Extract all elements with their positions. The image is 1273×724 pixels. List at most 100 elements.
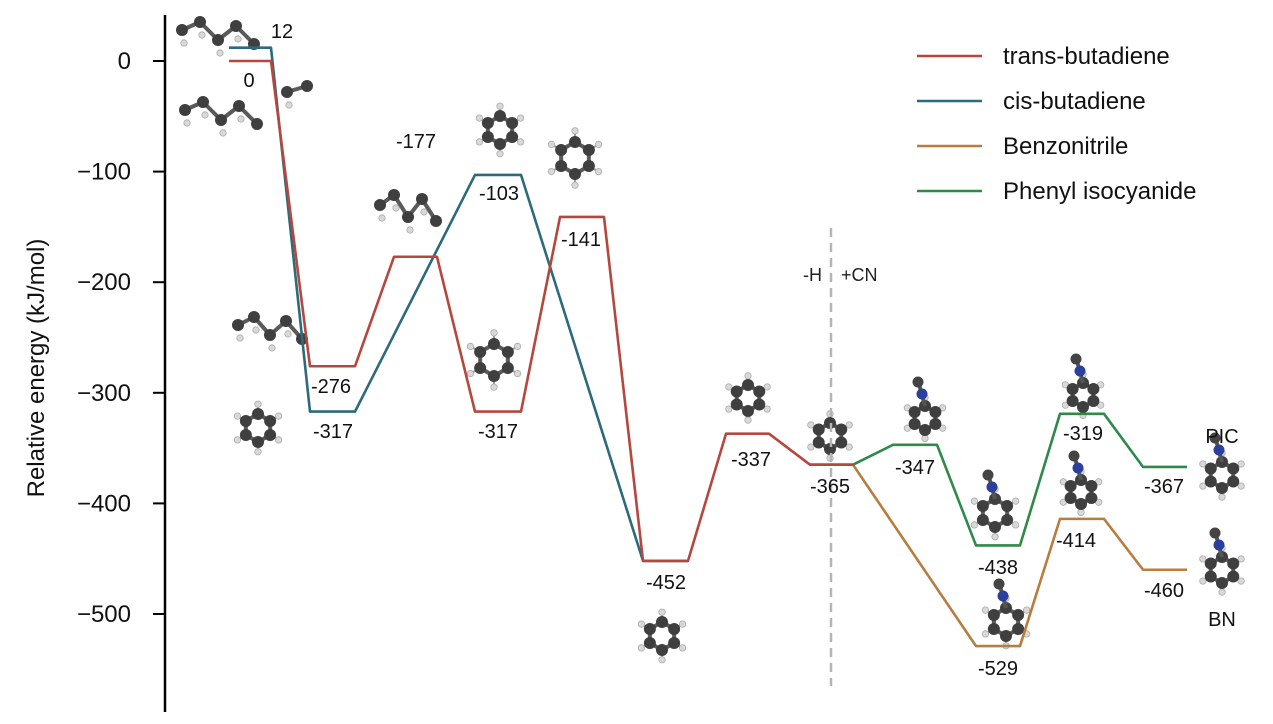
data-label: -103 <box>479 183 519 205</box>
carbon-atom <box>919 424 931 436</box>
hydrogen-atom <box>571 181 579 189</box>
carbon-atom <box>179 104 191 116</box>
carbon-atom <box>730 385 743 398</box>
legend-item: trans-butadiene <box>917 43 1170 70</box>
data-label: -317 <box>478 421 518 443</box>
carbon-atom <box>416 193 428 205</box>
carbon-atom <box>374 199 386 211</box>
carbon-atom <box>494 138 506 150</box>
hydrogen-atom <box>237 115 245 123</box>
carbon-atom <box>643 637 656 649</box>
data-label: -177 <box>396 131 436 153</box>
y-axis-label: Relative energy (kJ/mol) <box>23 239 50 498</box>
hydrogen-atom <box>744 416 752 424</box>
legend-item: cis-butadiene <box>917 88 1146 115</box>
hydrogen-atom <box>275 436 283 444</box>
hydrogen-atom <box>496 150 504 158</box>
carbon-atom <box>1012 623 1025 635</box>
legend-label: Phenyl isocyanide <box>1003 178 1196 205</box>
carbon-atom <box>501 362 514 374</box>
carbon-atom <box>1227 570 1240 583</box>
hydrogen-atom <box>466 369 475 378</box>
carbon-atom <box>1209 527 1221 539</box>
legend-label: Benzonitrile <box>1003 133 1128 160</box>
carbon-atom <box>430 215 442 227</box>
data-label: -438 <box>978 557 1018 579</box>
y-axis: 0 −100 −200 −300 −400 −500 Relative energy (kJ… <box>23 15 167 712</box>
data-label: -414 <box>1056 530 1096 552</box>
hydrogen-atom <box>658 656 666 664</box>
carbon-atom <box>230 20 242 32</box>
carbon-atom <box>643 623 656 635</box>
carbon-atom <box>1001 500 1014 512</box>
molecule-intermediate-317-trans <box>466 329 522 391</box>
carbon-atom <box>912 376 924 388</box>
carbon-atom <box>1070 353 1082 365</box>
hydrogen-atom <box>1023 606 1031 614</box>
carbon-atom <box>555 160 568 172</box>
data-label: -317 <box>313 421 353 443</box>
legend-label: trans-butadiene <box>1003 43 1170 70</box>
hydrogen-atom <box>233 436 241 444</box>
hydrogen-atom <box>679 620 687 628</box>
endpoint-label: BN <box>1208 609 1236 631</box>
y-tick-label: −400 <box>77 490 131 517</box>
carbon-atom <box>908 406 921 418</box>
carbon-atom <box>233 100 245 112</box>
molecule-transition-319 <box>1061 353 1105 419</box>
molecule-cis-butadiene-start <box>176 16 260 57</box>
hydrogen-atom <box>254 448 262 456</box>
carbon-atom <box>1216 482 1228 494</box>
carbon-atom <box>656 616 668 628</box>
carbon-atom <box>1075 498 1087 510</box>
hydrogen-atom <box>475 138 483 146</box>
carbon-atom <box>212 34 224 46</box>
molecule-intermediate-438 <box>970 469 1020 541</box>
carbon-atom <box>742 405 754 417</box>
carbon-atom <box>488 370 500 382</box>
carbon-atom <box>474 346 487 358</box>
carbon-atom <box>1204 557 1217 570</box>
hydrogen-atom <box>466 342 475 350</box>
data-label: -276 <box>311 376 351 398</box>
hydrogen-atom <box>763 383 771 391</box>
hydrogen-atom <box>233 412 241 420</box>
hydrogen-atom <box>285 101 293 109</box>
carbon-atom <box>812 423 825 436</box>
data-label: 12 <box>271 21 293 43</box>
hydrogen-atom <box>845 421 853 429</box>
molecule-transition-414 <box>1059 450 1103 517</box>
carbon-atom <box>993 578 1005 590</box>
carbon-atom <box>1227 557 1240 570</box>
molecule-intermediate-337 <box>725 372 771 424</box>
carbon-atom <box>582 160 595 172</box>
annotation-minus-h: -H <box>803 265 822 285</box>
hydrogen-atom <box>183 119 191 127</box>
carbon-atom <box>976 514 989 526</box>
hydrogen-atom <box>1199 577 1207 585</box>
molecule-intermediate-276 <box>232 311 308 352</box>
legend-label: cis-butadiene <box>1003 88 1146 115</box>
series-line-phenyl-isocyanide <box>810 412 1187 547</box>
hydrogen-atom <box>378 214 386 222</box>
hydrogen-atom <box>763 405 771 413</box>
hydrogen-atom <box>475 114 483 122</box>
hydrogen-atom <box>658 608 666 616</box>
annotation-plus-cn: +CN <box>841 265 878 285</box>
hydrogen-atom <box>1237 482 1245 490</box>
nitrogen-atom <box>916 388 928 400</box>
molecule-benzene-452 <box>637 608 687 664</box>
hydrogen-atom <box>216 49 224 57</box>
carbon-atom <box>481 131 494 143</box>
molecule-transition-103 <box>475 102 525 158</box>
hydrogen-atom <box>1012 521 1020 529</box>
hydrogen-atom <box>679 644 687 652</box>
carbon-atom <box>753 398 766 411</box>
carbon-atom <box>494 110 506 122</box>
carbon-atom <box>976 500 989 512</box>
carbon-atom <box>1209 432 1221 444</box>
hydrogen-atom <box>547 140 556 148</box>
molecule-intermediate-317-cis <box>233 400 283 456</box>
hydrogen-atom <box>921 434 929 442</box>
carbon-atom <box>501 346 514 358</box>
